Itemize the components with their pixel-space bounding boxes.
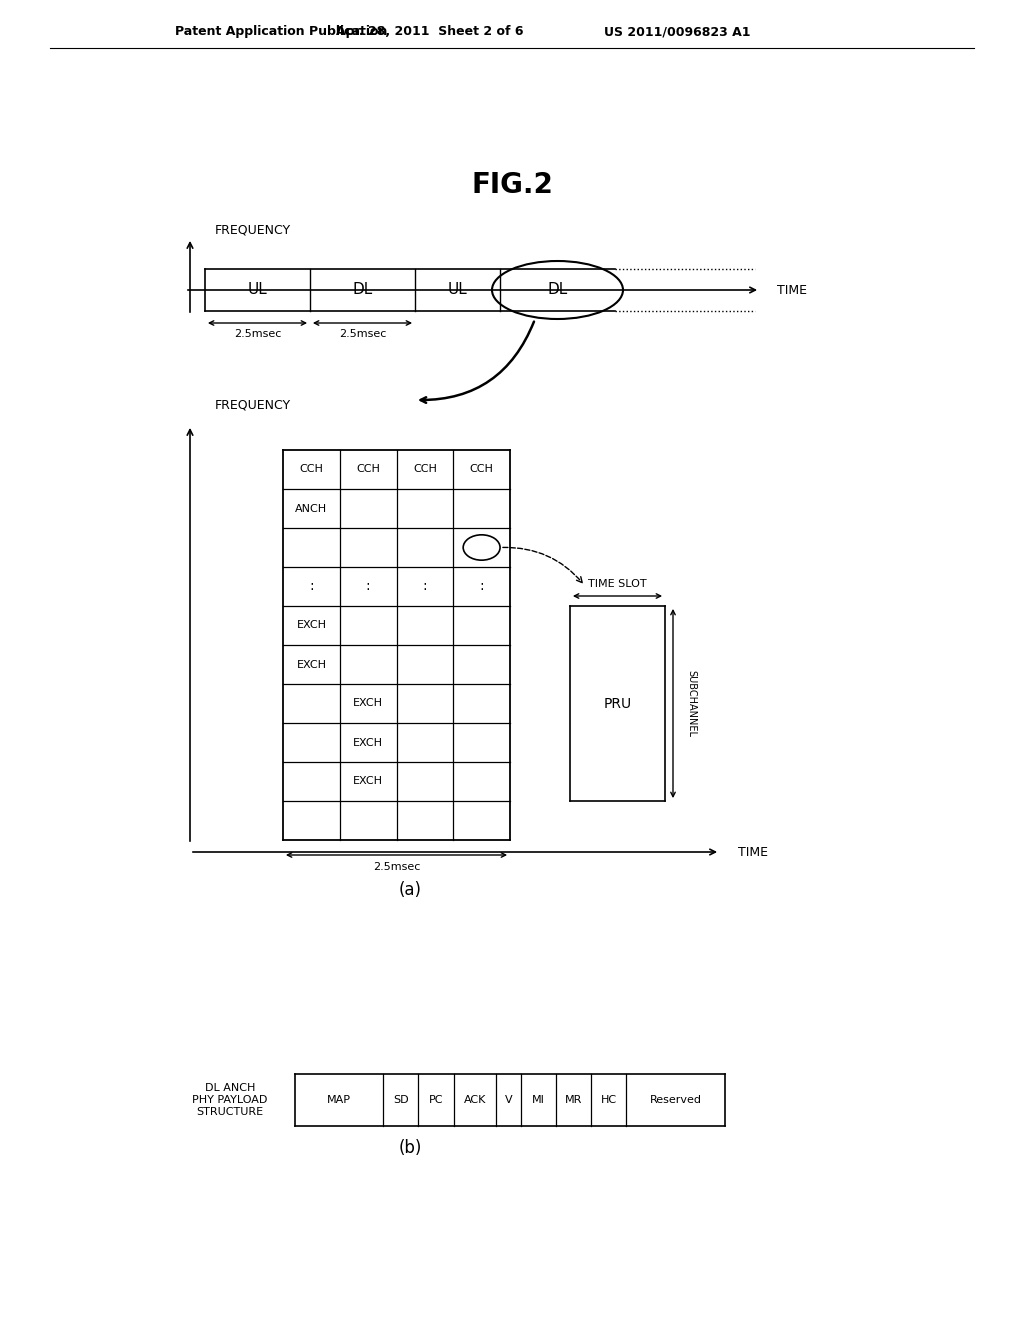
- Text: (b): (b): [398, 1139, 422, 1158]
- Text: Reserved: Reserved: [649, 1096, 701, 1105]
- Text: SD: SD: [393, 1096, 409, 1105]
- Text: DL: DL: [352, 282, 373, 297]
- Text: ACK: ACK: [464, 1096, 486, 1105]
- Text: 2.5msec: 2.5msec: [233, 329, 282, 339]
- Text: CCH: CCH: [413, 465, 437, 474]
- Text: TIME: TIME: [777, 284, 807, 297]
- Text: CCH: CCH: [470, 465, 494, 474]
- Text: Apr. 28, 2011  Sheet 2 of 6: Apr. 28, 2011 Sheet 2 of 6: [336, 25, 523, 38]
- Text: SUBCHANNEL: SUBCHANNEL: [686, 671, 696, 737]
- Text: HC: HC: [601, 1096, 616, 1105]
- Text: EXCH: EXCH: [353, 738, 383, 747]
- Text: 2.5msec: 2.5msec: [339, 329, 386, 339]
- Text: :: :: [423, 579, 427, 594]
- Text: CCH: CCH: [356, 465, 380, 474]
- Text: DL ANCH
PHY PAYLOAD
STRUCTURE: DL ANCH PHY PAYLOAD STRUCTURE: [193, 1084, 267, 1117]
- Text: ANCH: ANCH: [295, 503, 328, 513]
- Text: V: V: [505, 1096, 512, 1105]
- Text: EXCH: EXCH: [296, 660, 327, 669]
- Text: DL: DL: [548, 282, 567, 297]
- Text: (a): (a): [398, 880, 422, 899]
- Text: :: :: [366, 579, 371, 594]
- Text: TIME SLOT: TIME SLOT: [588, 579, 647, 589]
- Text: Patent Application Publication: Patent Application Publication: [175, 25, 387, 38]
- Text: :: :: [309, 579, 313, 594]
- Text: EXCH: EXCH: [296, 620, 327, 631]
- Text: PRU: PRU: [603, 697, 632, 710]
- Text: US 2011/0096823 A1: US 2011/0096823 A1: [603, 25, 750, 38]
- Text: MAP: MAP: [327, 1096, 351, 1105]
- Text: MI: MI: [531, 1096, 545, 1105]
- Text: :: :: [479, 579, 484, 594]
- Text: FREQUENCY: FREQUENCY: [215, 223, 291, 236]
- Text: UL: UL: [248, 282, 267, 297]
- Text: MR: MR: [565, 1096, 582, 1105]
- Text: FIG.2: FIG.2: [471, 172, 553, 199]
- Text: CCH: CCH: [299, 465, 324, 474]
- Text: FREQUENCY: FREQUENCY: [215, 399, 291, 412]
- Text: 2.5msec: 2.5msec: [373, 862, 420, 873]
- Text: EXCH: EXCH: [353, 776, 383, 787]
- Text: PC: PC: [429, 1096, 443, 1105]
- Text: UL: UL: [447, 282, 467, 297]
- Text: TIME: TIME: [738, 846, 768, 858]
- Text: EXCH: EXCH: [353, 698, 383, 709]
